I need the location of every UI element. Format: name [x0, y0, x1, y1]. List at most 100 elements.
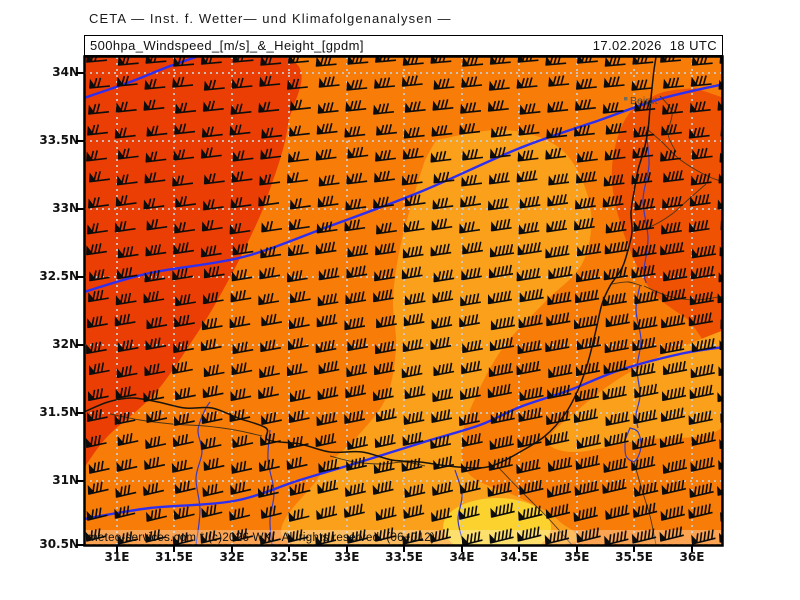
wind-barb: [689, 482, 714, 498]
wind-barb: [289, 99, 311, 111]
wind-barb: [372, 480, 394, 495]
wind-barb: [663, 77, 684, 89]
wind-barb: [318, 360, 340, 375]
wind-barb: [516, 170, 538, 183]
wind-barb: [488, 362, 514, 378]
wind-barb: [86, 507, 108, 521]
wind-barb: [691, 57, 713, 66]
wind-barb: [318, 174, 340, 187]
wind-barb: [546, 126, 568, 139]
windspeed-fill-light-band: [281, 129, 592, 545]
x-axis-label-33E: 33E: [334, 550, 360, 564]
wind-barb: [548, 363, 573, 379]
wind-barb: [173, 242, 194, 255]
wind-barb: [231, 362, 253, 376]
wind-barb: [517, 340, 542, 355]
wind-barb: [691, 244, 717, 259]
wind-barb: [546, 482, 572, 498]
wind-barb: [545, 338, 570, 353]
wind-barb: [575, 455, 600, 470]
wind-barb: [661, 479, 687, 495]
wind-barb: [316, 221, 338, 234]
wind-barb: [487, 383, 512, 399]
wind-barb: [548, 75, 570, 87]
x-axis-label-35.5E: 35.5E: [615, 550, 653, 564]
wind-barb: [144, 529, 166, 543]
wind-barb: [202, 291, 224, 305]
wind-barb: [172, 268, 193, 281]
x-axis-label-35E: 35E: [564, 550, 590, 564]
wind-barb: [688, 503, 713, 519]
wind-barb: [116, 75, 138, 87]
windspeed-shading: [84, 57, 723, 545]
wind-barb: [430, 243, 452, 257]
wind-barb: [261, 220, 283, 233]
wind-barb: [518, 407, 543, 423]
wind-barb: [344, 125, 366, 138]
wind-barb: [403, 313, 425, 327]
wind-barb: [574, 99, 596, 111]
wind-barb: [115, 484, 137, 498]
wind-barb: [201, 504, 223, 518]
wind-barb: [87, 222, 108, 235]
wind-barb: [429, 528, 451, 543]
wind-barb: [545, 503, 571, 519]
x-axis-label-32.5E: 32.5E: [270, 550, 308, 564]
wind-barb: [287, 529, 309, 543]
wind-barb: [258, 194, 280, 207]
wind-barb: [631, 528, 657, 544]
wind-barb: [86, 150, 107, 162]
wind-barb: [490, 125, 512, 138]
wind-barb: [604, 240, 629, 255]
wind-barb: [229, 315, 251, 329]
wind-barb: [660, 340, 685, 355]
wind-barb: [144, 172, 166, 184]
wind-barb: [689, 101, 711, 113]
wind-barb: [317, 293, 339, 307]
wind-barb: [260, 432, 281, 446]
wind-barb: [517, 149, 539, 162]
wind-barb: [691, 147, 713, 160]
wind-barb: [632, 243, 657, 258]
wind-barb: [603, 458, 628, 473]
wind-barb: [144, 456, 166, 470]
wind-barb: [145, 435, 167, 449]
wind-barb: [229, 222, 251, 235]
wind-barb: [175, 387, 196, 401]
wind-barb: [404, 292, 426, 306]
wind-barb: [116, 458, 138, 472]
wind-barb: [431, 218, 453, 231]
wind-barb: [576, 527, 601, 543]
wind-barb: [518, 505, 543, 521]
river-1: [267, 429, 275, 545]
wind-barb: [376, 315, 397, 329]
wind-barb: [518, 314, 543, 329]
wind-barb: [89, 77, 110, 89]
wind-barb: [689, 384, 714, 400]
x-axis-label-32E: 32E: [219, 550, 245, 564]
wind-barb: [487, 481, 512, 497]
wind-barb: [575, 78, 597, 90]
wind-barb: [431, 316, 453, 330]
wind-barb: [519, 288, 544, 303]
wind-barb: [261, 313, 283, 327]
wind-barb: [576, 150, 598, 163]
wind-barb: [174, 480, 196, 494]
wind-barb: [346, 172, 368, 185]
wind-barb: [200, 436, 222, 450]
wind-barb: [114, 412, 136, 426]
wind-barb: [519, 195, 541, 209]
x-axis-label-33.5E: 33.5E: [385, 550, 423, 564]
wind-barb: [286, 456, 308, 470]
wind-barb: [202, 100, 224, 112]
wind-barb: [488, 79, 510, 91]
wind-barb: [487, 290, 513, 305]
wind-barb: [545, 57, 567, 66]
wind-barb: [432, 290, 454, 304]
wind-barb: [516, 267, 541, 282]
wind-barb: [172, 532, 194, 545]
wind-barb: [432, 388, 454, 403]
wind-barb: [462, 339, 483, 354]
wind-barb: [688, 219, 710, 233]
